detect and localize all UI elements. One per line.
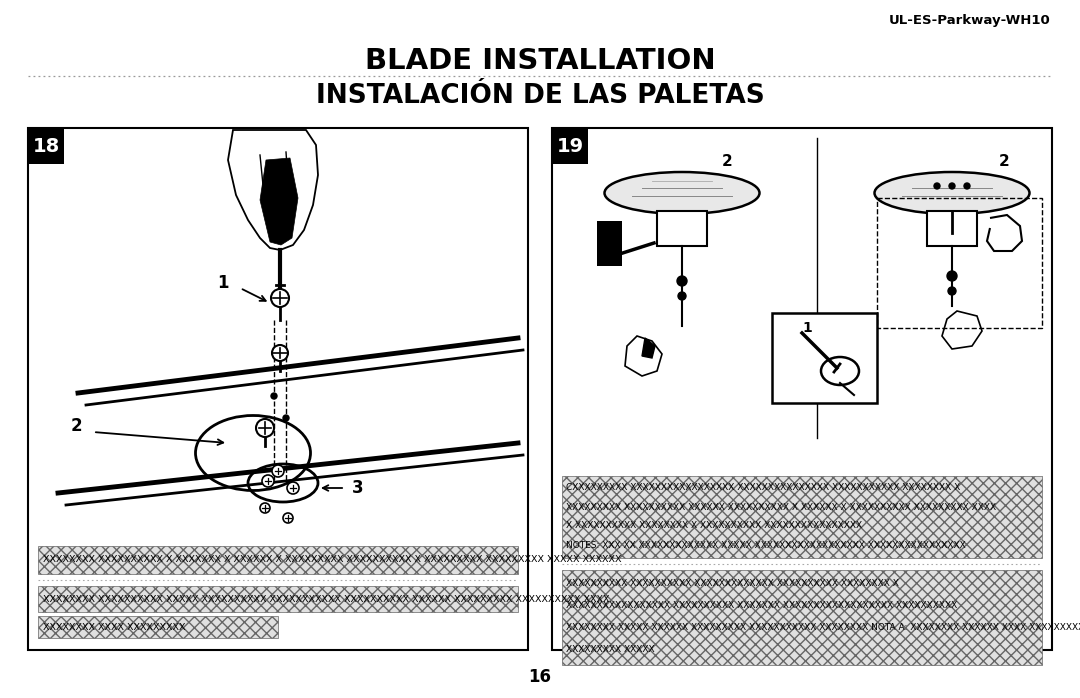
Ellipse shape <box>605 172 759 214</box>
Text: INSTALACIÓN DE LAS PALETAS: INSTALACIÓN DE LAS PALETAS <box>315 83 765 109</box>
Bar <box>38 546 518 574</box>
Bar <box>28 128 528 650</box>
Text: 3: 3 <box>352 479 364 497</box>
Circle shape <box>677 276 687 286</box>
Text: 2: 2 <box>70 417 82 435</box>
Circle shape <box>260 503 270 513</box>
Text: 2: 2 <box>721 154 732 168</box>
Circle shape <box>964 183 970 189</box>
Text: XXXXXXXXXXXXXXXXX XXXXXXXXXX XXXXXXX XXXXXXXXXXXXXXXXXX XXXXXXXXXX: XXXXXXXXXXXXXXXXX XXXXXXXXXX XXXXXXX XXX… <box>566 602 957 611</box>
Circle shape <box>271 289 289 307</box>
Text: XXXXXXXXX XXXXXXXXXX XXXXXX XXXXXXXXXX X XXXXXX X XXXXXXXXXX XXXXXXXXX XXXX: XXXXXXXXX XXXXXXXXXX XXXXXX XXXXXXXXXX X… <box>566 503 996 512</box>
Polygon shape <box>228 130 318 250</box>
Bar <box>562 476 1042 558</box>
Circle shape <box>283 415 289 421</box>
Circle shape <box>949 183 955 189</box>
Circle shape <box>934 183 940 189</box>
Text: XXXXXXXXXX XXXXXXXXXX XXXXXXXXXXXXX XXXXXXXXXX XXXXXXXX X: XXXXXXXXXX XXXXXXXXXX XXXXXXXXXXXXX XXXX… <box>566 579 899 588</box>
Circle shape <box>262 475 274 487</box>
Bar <box>552 128 1052 650</box>
Text: 16: 16 <box>528 668 552 686</box>
Bar <box>28 128 64 164</box>
Text: 1: 1 <box>217 274 229 292</box>
Circle shape <box>272 345 288 361</box>
Text: XXXXXXXX XXXXX XXXXXX XXXXXXXXX XXXXXXXXXXX XXXXXXXX NOTA A: XXXXXXXX XXXXXX XXX: XXXXXXXX XXXXX XXXXXX XXXXXXXXX XXXXXXXX… <box>566 623 1080 632</box>
Bar <box>657 211 707 246</box>
Text: CXXXXXXXXX XXXXXXXXXXXXXXXXX XXXXXXXXXXXXXXX XXXXXXXXXXX XXXXXXXX X: CXXXXXXXXX XXXXXXXXXXXXXXXXX XXXXXXXXXXX… <box>566 484 960 493</box>
Bar <box>772 313 877 403</box>
Text: 18: 18 <box>32 137 59 156</box>
Ellipse shape <box>875 172 1029 214</box>
Bar <box>552 128 588 164</box>
Bar <box>38 616 278 638</box>
Circle shape <box>256 419 274 437</box>
Text: 1: 1 <box>802 321 812 335</box>
Bar <box>38 586 518 612</box>
Circle shape <box>272 465 284 477</box>
Circle shape <box>283 513 293 523</box>
Text: UL-ES-Parkway-WH10: UL-ES-Parkway-WH10 <box>888 14 1050 27</box>
Circle shape <box>678 292 686 300</box>
Polygon shape <box>942 311 982 349</box>
Circle shape <box>271 393 276 399</box>
Text: XXXXXXXXX XXXXX: XXXXXXXXX XXXXX <box>566 646 654 655</box>
Circle shape <box>947 271 957 281</box>
Text: BLADE INSTALLATION: BLADE INSTALLATION <box>365 47 715 75</box>
Text: X XXXXXXXXXX XXXXXXXX X XXXXXXXXXX XXXXXXXXXXXXXXXX: X XXXXXXXXXX XXXXXXXX X XXXXXXXXXX XXXXX… <box>566 521 862 530</box>
Circle shape <box>948 287 956 295</box>
Circle shape <box>287 482 299 494</box>
Polygon shape <box>642 338 654 358</box>
Bar <box>562 570 1042 665</box>
Text: 19: 19 <box>556 137 583 156</box>
Bar <box>877 198 1042 328</box>
Polygon shape <box>260 158 298 245</box>
Text: XXXXXXXX XXXXXXXXXX X XXXXXXX X XXXXXX X XXXXXXXXX XXXXXXXXXX X XXXXXXXXX XXXXXX: XXXXXXXX XXXXXXXXXX X XXXXXXX X XXXXXX X… <box>43 556 621 565</box>
Text: NOTES: XXX XX XXXXXXXXXXXXX XXXXX XXXXXXXXXXXXXXXXXX XXXXXXXXXXXXXXXX: NOTES: XXX XX XXXXXXXXXXXXX XXXXX XXXXXX… <box>566 540 966 549</box>
Text: 2: 2 <box>999 154 1010 168</box>
Text: XXXXXXXX XXXXXXXXXX XXXXX XXXXXXXXXX XXXXXXXXXXX XXXXXXXXXX XXXXXX XXXXXXXXX XXX: XXXXXXXX XXXXXXXXXX XXXXX XXXXXXXXXX XXX… <box>43 595 609 604</box>
Bar <box>927 211 977 246</box>
Text: XXXXXXXX XXXX XXXXXXXXX: XXXXXXXX XXXX XXXXXXXXX <box>43 623 186 632</box>
Polygon shape <box>625 336 662 376</box>
Bar <box>597 221 622 266</box>
